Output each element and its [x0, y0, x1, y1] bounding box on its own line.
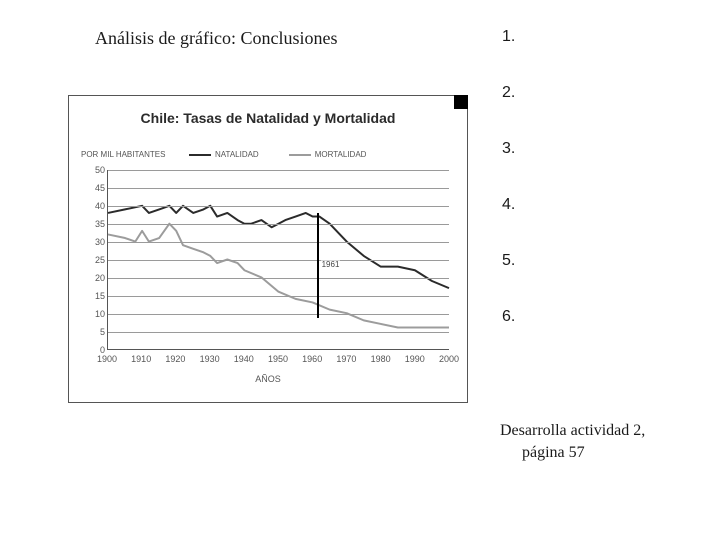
xaxis-title: AÑOS: [69, 374, 467, 384]
list-item: 3.: [502, 140, 515, 158]
chart-title: Chile: Tasas de Natalidad y Mortalidad: [69, 110, 467, 126]
list-item: 1.: [502, 28, 515, 46]
plot-area: 1961: [107, 170, 449, 350]
legend-label: NATALIDAD: [215, 150, 259, 159]
yaxis-title: POR MIL HABITANTES: [81, 150, 165, 159]
list-item: 4.: [502, 196, 515, 214]
activity-note: Desarrolla actividad 2, página 57: [500, 420, 700, 463]
list-item: 5.: [502, 252, 515, 270]
chart-container: Chile: Tasas de Natalidad y Mortalidad P…: [68, 95, 468, 403]
corner-square-icon: [454, 95, 468, 109]
legend-entry-natalidad: NATALIDAD: [189, 150, 259, 159]
list-item: 2.: [502, 84, 515, 102]
slide-title: Análisis de gráfico: Conclusiones: [95, 28, 337, 49]
activity-line1: Desarrolla actividad 2,: [500, 422, 645, 439]
legend-entry-mortalidad: MORTALIDAD: [289, 150, 367, 159]
activity-line2: página 57: [500, 442, 700, 464]
conclusions-list: 1. 2. 3. 4. 5. 6.: [502, 28, 515, 364]
legend: NATALIDAD MORTALIDAD: [189, 150, 366, 159]
list-item: 6.: [502, 308, 515, 326]
legend-label: MORTALIDAD: [315, 150, 367, 159]
